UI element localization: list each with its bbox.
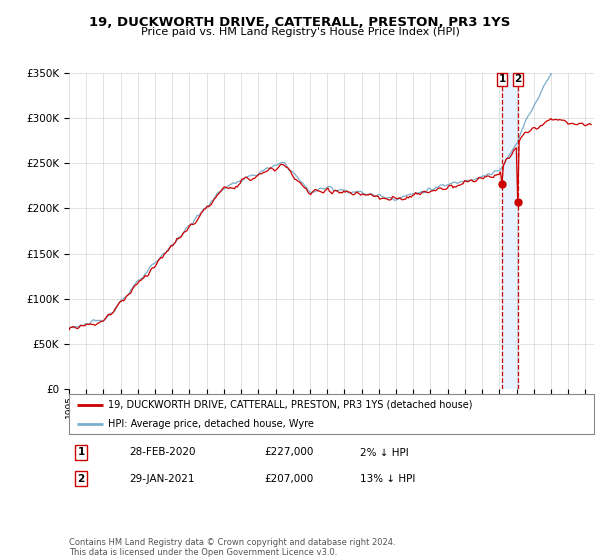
Text: HPI: Average price, detached house, Wyre: HPI: Average price, detached house, Wyre — [109, 419, 314, 429]
Text: 19, DUCKWORTH DRIVE, CATTERALL, PRESTON, PR3 1YS: 19, DUCKWORTH DRIVE, CATTERALL, PRESTON,… — [89, 16, 511, 29]
Bar — [502, 73, 518, 389]
Text: 2% ↓ HPI: 2% ↓ HPI — [360, 447, 409, 458]
Text: Contains HM Land Registry data © Crown copyright and database right 2024.
This d: Contains HM Land Registry data © Crown c… — [69, 538, 395, 557]
Text: Price paid vs. HM Land Registry's House Price Index (HPI): Price paid vs. HM Land Registry's House … — [140, 27, 460, 37]
Text: 2: 2 — [514, 74, 521, 84]
Text: 2: 2 — [77, 474, 85, 484]
Text: £227,000: £227,000 — [264, 447, 313, 458]
Text: 28-FEB-2020: 28-FEB-2020 — [129, 447, 196, 458]
Text: 29-JAN-2021: 29-JAN-2021 — [129, 474, 194, 484]
Text: 1: 1 — [499, 74, 506, 84]
Text: 1: 1 — [77, 447, 85, 458]
Text: £207,000: £207,000 — [264, 474, 313, 484]
Text: 19, DUCKWORTH DRIVE, CATTERALL, PRESTON, PR3 1YS (detached house): 19, DUCKWORTH DRIVE, CATTERALL, PRESTON,… — [109, 400, 473, 409]
Text: 13% ↓ HPI: 13% ↓ HPI — [360, 474, 415, 484]
